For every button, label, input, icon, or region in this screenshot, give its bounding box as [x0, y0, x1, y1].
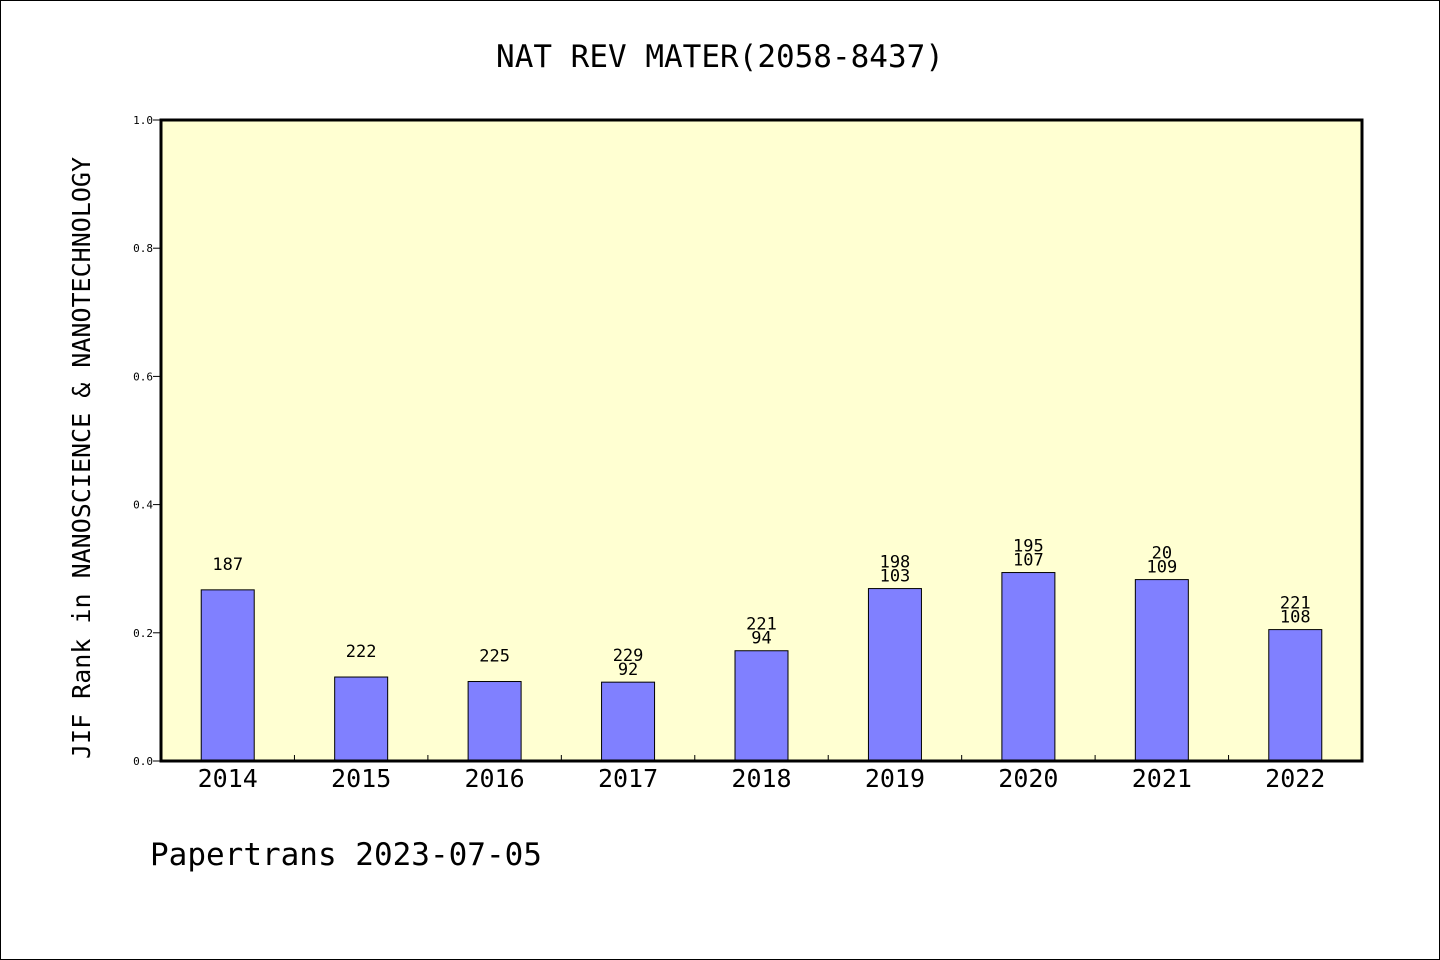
bar-label: 229	[613, 646, 644, 666]
bar-label: 221	[1280, 594, 1311, 614]
x-tick-label: 2022	[1265, 764, 1325, 793]
bar-2022	[1268, 629, 1323, 762]
bar-2019	[867, 588, 922, 762]
bar-2021	[1134, 579, 1189, 762]
plot-border	[159, 118, 1364, 763]
bar-label: 20	[1152, 544, 1172, 564]
bar-2016	[467, 681, 522, 762]
y-tick-label: 1.0	[133, 114, 153, 127]
x-tick-label: 2014	[198, 764, 258, 793]
x-tick-label: 2018	[731, 764, 791, 793]
bar-label: 195	[1013, 537, 1044, 557]
bar-2014	[200, 589, 255, 762]
y-tick-label: 0.2	[133, 627, 153, 640]
x-tick-label: 2020	[998, 764, 1058, 793]
x-tick-label: 2016	[465, 764, 525, 793]
y-tick-label: 0.6	[133, 370, 153, 383]
bar-label: 94	[751, 629, 771, 649]
bar-label: 222	[346, 642, 377, 662]
chart-title: NAT REV MATER(2058-8437)	[496, 39, 944, 75]
bar-label: 108	[1280, 608, 1311, 628]
x-tick-label: 2015	[331, 764, 391, 793]
bar-2018	[734, 650, 789, 762]
footer-text: Papertrans 2023-07-05	[150, 837, 542, 873]
bar-label: 187	[212, 555, 243, 575]
x-tick-label: 2019	[865, 764, 925, 793]
y-axis-label: JIF Rank in NANOSCIENCE & NANOTECHNOLOGY	[67, 157, 96, 759]
bar-label: 109	[1146, 558, 1177, 578]
bar-2015	[334, 676, 389, 762]
y-tick-label: 0.8	[133, 242, 153, 255]
bar-2017	[601, 681, 656, 762]
bars	[200, 572, 1323, 762]
x-tick-label: 2021	[1132, 764, 1192, 793]
x-tick-labels: 2014 2015 2016 2017 2018 2019 2020 2021 2022	[198, 764, 1326, 793]
bar-2020	[1001, 572, 1056, 762]
bar-label: 221	[746, 615, 777, 635]
bar-label: 92	[618, 660, 638, 680]
bar-label: 103	[880, 567, 911, 587]
y-axis-ticks: 0.0 0.2 0.4 0.6 0.8 1.0	[133, 114, 161, 768]
y-tick-label: 0.4	[133, 499, 153, 512]
bar-label: 107	[1013, 551, 1044, 571]
bar-label: 198	[880, 553, 911, 573]
x-tick-label: 2017	[598, 764, 658, 793]
y-tick-label: 0.0	[133, 755, 153, 768]
bar-label: 225	[479, 647, 510, 667]
